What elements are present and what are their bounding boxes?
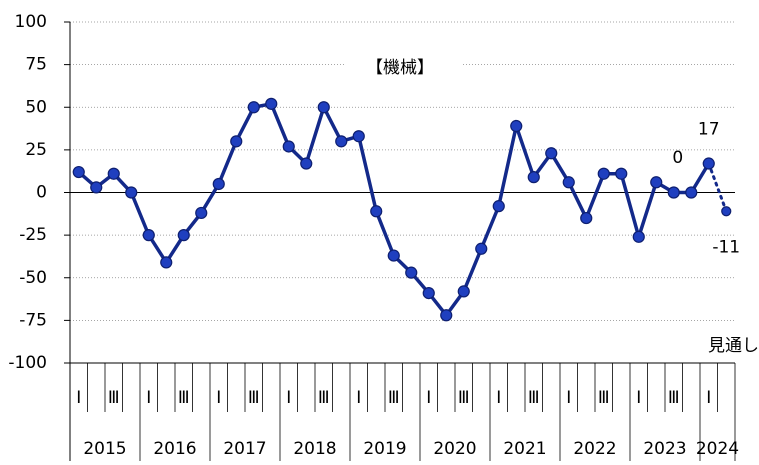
x-tick-label: Ⅲ — [178, 388, 190, 408]
data-label: 0 — [672, 148, 683, 168]
year-label: 2016 — [153, 439, 196, 459]
x-tick-label: Ⅰ — [636, 388, 641, 408]
forecast-line — [707, 162, 728, 213]
year-label: 2024 — [696, 439, 739, 459]
data-point — [160, 256, 173, 269]
data-point — [335, 135, 348, 148]
x-tick-label: Ⅲ — [388, 388, 400, 408]
year-label: 2021 — [503, 439, 546, 459]
x-tick-label: Ⅰ — [426, 388, 431, 408]
data-point — [265, 97, 278, 110]
y-tick-label: -100 — [8, 353, 47, 373]
data-point — [317, 101, 330, 114]
data-point — [721, 206, 732, 217]
data-point — [527, 171, 540, 184]
x-tick-label: Ⅲ — [248, 388, 260, 408]
data-point — [125, 186, 138, 199]
year-label: 2022 — [573, 439, 616, 459]
data-point — [492, 200, 505, 213]
data-point — [685, 186, 698, 199]
data-point — [142, 229, 155, 242]
data-line — [77, 101, 711, 319]
data-point — [387, 249, 400, 262]
year-label: 2019 — [363, 439, 406, 459]
data-point — [422, 286, 435, 300]
y-tick-label: -50 — [19, 268, 47, 288]
y-tick-label: 100 — [15, 12, 47, 32]
data-point — [405, 266, 418, 279]
data-label: -11 — [712, 237, 740, 257]
x-tick-label: Ⅰ — [356, 388, 361, 408]
x-tick-label: Ⅲ — [668, 388, 680, 408]
year-label: 2015 — [83, 439, 126, 459]
y-tick-label: 50 — [25, 97, 47, 117]
data-point — [632, 230, 645, 243]
x-tick-label: Ⅰ — [146, 388, 151, 408]
y-tick-label: 25 — [25, 140, 47, 160]
data-point — [177, 229, 190, 242]
data-point — [370, 205, 383, 218]
data-point — [230, 135, 243, 148]
data-point — [667, 186, 680, 199]
chart-title: 【機械】 — [366, 58, 434, 78]
data-point — [282, 140, 295, 153]
data-label: 17 — [698, 120, 720, 140]
data-point — [650, 176, 663, 189]
y-tick-label: -75 — [19, 310, 47, 330]
x-tick-label: Ⅲ — [108, 388, 120, 408]
x-tick-label: Ⅰ — [566, 388, 571, 408]
x-tick-label: Ⅲ — [598, 388, 610, 408]
data-point — [615, 167, 628, 180]
data-point — [247, 101, 260, 114]
data-point — [562, 176, 575, 189]
data-point — [195, 206, 208, 220]
x-tick-label: Ⅰ — [706, 388, 711, 408]
data-point — [107, 167, 120, 180]
y-tick-label: -25 — [19, 225, 47, 245]
y-tick-label: 0 — [36, 183, 47, 203]
x-tick-label: Ⅰ — [216, 388, 221, 408]
data-point — [475, 242, 488, 255]
data-point — [580, 211, 593, 225]
data-point — [545, 147, 558, 160]
x-tick-label: Ⅲ — [318, 388, 330, 408]
year-label: 2018 — [293, 439, 336, 459]
data-point — [212, 177, 225, 191]
data-point — [440, 309, 453, 322]
x-tick-label: Ⅰ — [76, 388, 81, 408]
data-point — [72, 165, 85, 179]
forecast-label: 見通し — [708, 336, 759, 356]
x-tick-label: Ⅲ — [458, 388, 470, 408]
x-tick-label: Ⅲ — [528, 388, 540, 408]
year-label: 2023 — [643, 439, 686, 459]
title-bg — [345, 52, 463, 84]
x-tick-label: Ⅰ — [496, 388, 501, 408]
year-label: 2017 — [223, 439, 266, 459]
data-point — [510, 119, 523, 133]
data-point — [90, 181, 103, 194]
data-point — [702, 157, 715, 170]
data-point — [300, 157, 313, 170]
data-point — [352, 130, 365, 143]
x-tick-label: Ⅰ — [286, 388, 291, 408]
year-label: 2020 — [433, 439, 476, 459]
data-point — [597, 167, 610, 180]
y-tick-label: 75 — [25, 55, 47, 75]
data-point — [457, 285, 470, 298]
